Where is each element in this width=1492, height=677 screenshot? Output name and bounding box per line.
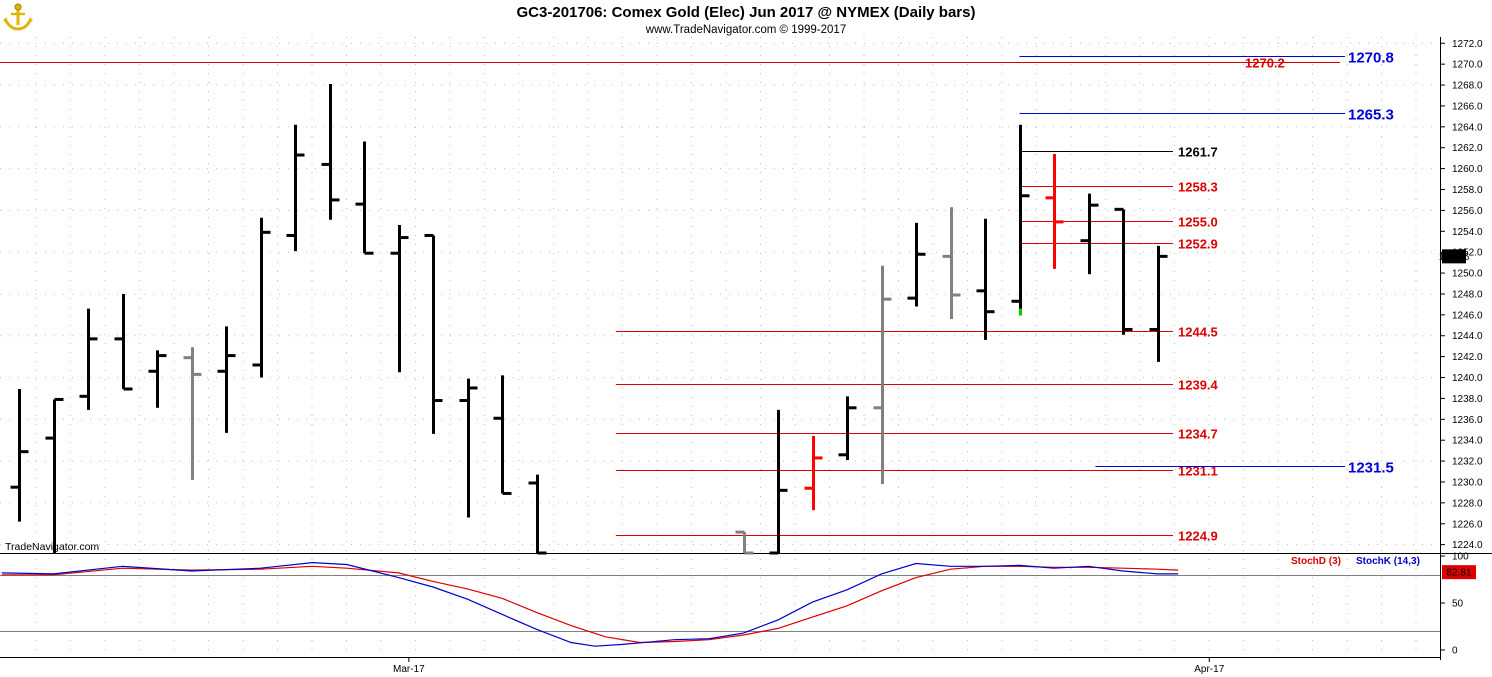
level-label: 1258.3 xyxy=(1178,180,1218,195)
level-label: 1265.3 xyxy=(1348,107,1394,124)
price-tick-label: 1268.0 xyxy=(1452,81,1483,92)
price-tick-label: 1252.0 xyxy=(1452,248,1483,259)
price-tick-label: 1266.0 xyxy=(1452,101,1483,112)
level-label: 1239.4 xyxy=(1178,378,1219,393)
level-label: 1234.7 xyxy=(1178,427,1218,442)
ohlc-bars xyxy=(10,84,1168,555)
stoch-tick-label: 100 xyxy=(1452,552,1469,563)
chart-subtitle: www.TradeNavigator.com © 1999-2017 xyxy=(645,24,846,36)
level-label: 1231.5 xyxy=(1348,460,1394,477)
price-tick-label: 1248.0 xyxy=(1452,289,1483,300)
time-axis: Mar-17 Apr-17 xyxy=(393,657,1225,675)
price-tick-label: 1238.0 xyxy=(1452,394,1483,405)
level-label: 1244.5 xyxy=(1178,325,1218,340)
price-tick-label: 1226.0 xyxy=(1452,519,1483,530)
signal-marker xyxy=(1019,308,1022,316)
level-lines: 1270.2 1270.8 1265.3 1261.7 1258.3 1255.0 1252… xyxy=(0,50,1394,544)
grid-dots xyxy=(0,37,1440,657)
price-tick-label: 1254.0 xyxy=(1452,227,1483,238)
level-label: 1231.1 xyxy=(1178,464,1218,479)
price-pane[interactable] xyxy=(0,37,1440,553)
price-tick-label: 1250.0 xyxy=(1452,269,1483,280)
price-tick-label: 1270.0 xyxy=(1452,60,1483,71)
stoch-k-line xyxy=(1,561,1179,647)
price-tick-label: 1260.0 xyxy=(1452,164,1483,175)
logo-icon xyxy=(3,3,33,31)
stoch-tick-label: 50 xyxy=(1452,599,1464,610)
stoch-last-badge xyxy=(1442,565,1476,580)
price-tick-label: 1228.0 xyxy=(1452,498,1483,509)
price-tick-label: 1272.0 xyxy=(1452,39,1483,50)
price-tick-label: 1258.0 xyxy=(1452,185,1483,196)
time-tick-label: Mar-17 xyxy=(393,664,425,675)
stochastic-pane: 100 50 0 82.81 xyxy=(0,552,1476,657)
price-tick-label: 1242.0 xyxy=(1452,352,1483,363)
price-tick-label: 1232.0 xyxy=(1452,457,1483,468)
price-tick-label: 1264.0 xyxy=(1452,122,1483,133)
price-tick-label: 1224.0 xyxy=(1452,540,1483,551)
price-tick-label: 1234.0 xyxy=(1452,436,1483,447)
legend-stoch-k: StochK (14,3) xyxy=(1356,556,1420,567)
level-label: 1270.8 xyxy=(1348,50,1394,67)
price-tick-label: 1244.0 xyxy=(1452,331,1483,342)
watermark: TradeNavigator.com xyxy=(5,541,99,553)
level-label: 1252.9 xyxy=(1178,237,1218,252)
level-label: 1224.9 xyxy=(1178,529,1218,544)
price-axis-ticks: 1272.0 1270.0 1268.0 1266.0 1264.0 1262.0 1260… xyxy=(1439,39,1483,551)
time-tick-label: Apr-17 xyxy=(1194,664,1224,675)
price-tick-label: 1246.0 xyxy=(1452,310,1483,321)
price-tick-label: 1240.0 xyxy=(1452,373,1483,384)
legend-stoch-d: StochD (3) xyxy=(1291,556,1341,567)
last-price-label: 1251.6 xyxy=(1439,252,1470,263)
level-label: 1261.7 xyxy=(1178,145,1218,160)
price-tick-label: 1230.0 xyxy=(1452,477,1483,488)
chart-title: GC3-201706: Comex Gold (Elec) Jun 2017 @… xyxy=(517,4,976,21)
stoch-d-line xyxy=(1,565,1179,644)
last-price-badge xyxy=(1442,249,1466,264)
stoch-tick-label: 0 xyxy=(1452,646,1458,657)
level-label: 1255.0 xyxy=(1178,215,1218,230)
level-label: 1270.2 xyxy=(1245,56,1285,71)
price-tick-label: 1256.0 xyxy=(1452,206,1483,217)
stoch-pane[interactable] xyxy=(0,553,1440,657)
price-tick-label: 1236.0 xyxy=(1452,415,1483,426)
stoch-last-label: 82.81 xyxy=(1446,568,1471,579)
price-tick-label: 1262.0 xyxy=(1452,143,1483,154)
